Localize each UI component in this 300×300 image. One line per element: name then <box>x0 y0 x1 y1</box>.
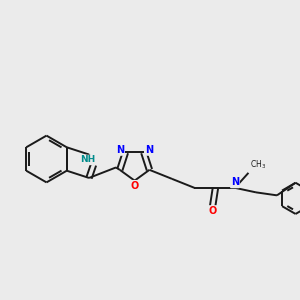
Text: O: O <box>208 206 217 216</box>
Text: N: N <box>116 145 124 155</box>
Text: N: N <box>145 145 153 155</box>
Text: NH: NH <box>80 155 95 164</box>
Text: N: N <box>231 178 239 188</box>
Text: O: O <box>130 181 139 191</box>
Text: CH$_3$: CH$_3$ <box>250 158 266 171</box>
